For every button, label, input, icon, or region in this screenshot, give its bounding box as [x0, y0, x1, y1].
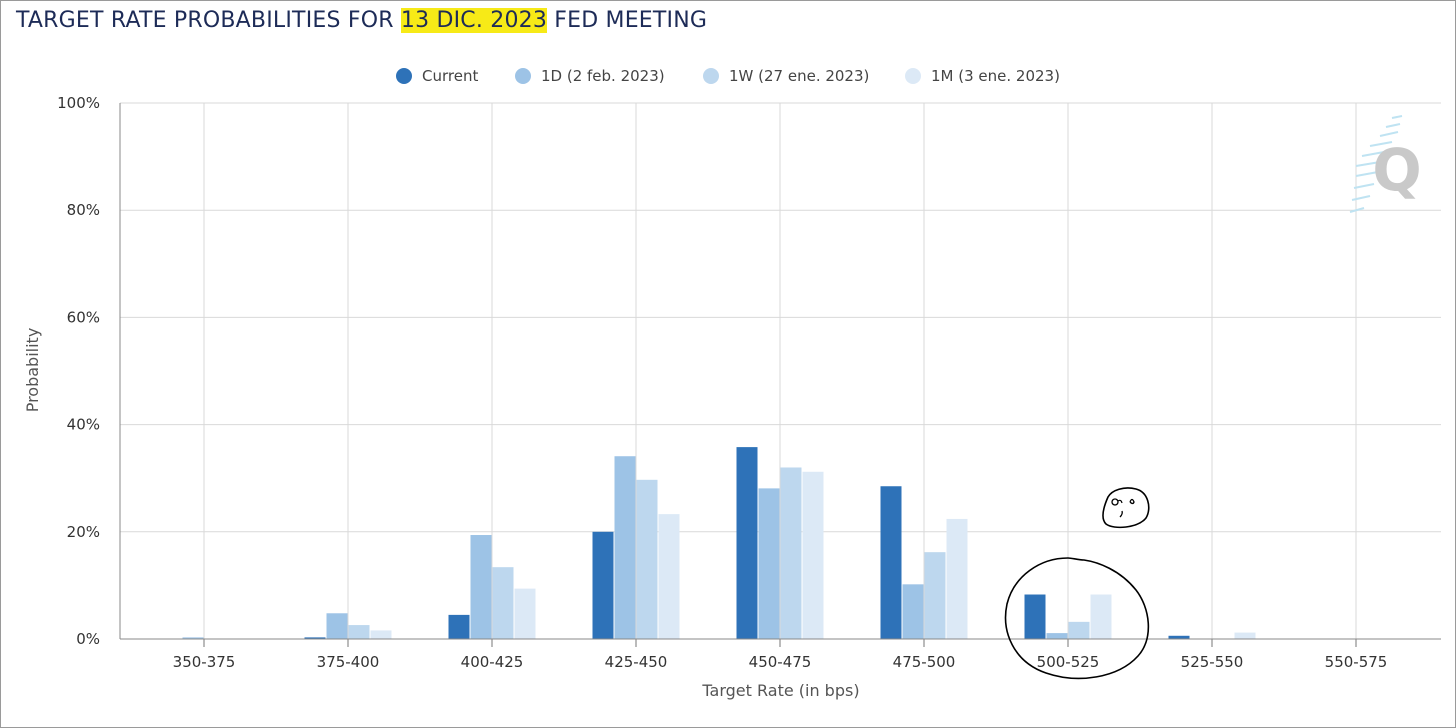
- bar-1m-400-425: [514, 588, 536, 639]
- legend-item-1d[interactable]: 1D (2 feb. 2023): [515, 64, 665, 88]
- bar-1w-475-500: [924, 552, 946, 639]
- legend-item-1m[interactable]: 1M (3 ene. 2023): [905, 64, 1060, 88]
- y-tick-label: 100%: [57, 94, 100, 112]
- legend-marker-icon: [905, 68, 921, 84]
- bar-current-425-450: [592, 531, 614, 639]
- bar-1d-425-450: [614, 456, 636, 639]
- x-axis-label: Target Rate (in bps): [701, 681, 859, 700]
- bar-1w-375-400: [348, 625, 370, 639]
- y-tick-label: 60%: [67, 308, 100, 326]
- y-tick-label: 20%: [67, 523, 100, 541]
- x-tick-label: 350-375: [173, 653, 236, 671]
- chart-title: TARGET RATE PROBABILITIES FOR 13 DIC. 20…: [16, 8, 707, 33]
- axes: 0% 20% 40% 60% 80% 100% 350-375 375-400 400-425 4…: [57, 94, 1441, 671]
- x-tick-label: 500-525: [1037, 653, 1100, 671]
- x-tick-label: 400-425: [461, 653, 524, 671]
- bar-series: [182, 447, 1256, 639]
- x-tick-label: 525-550: [1181, 653, 1244, 671]
- bar-1w-500-525: [1068, 621, 1090, 639]
- bar-current-475-500: [880, 486, 902, 639]
- bar-1w-450-475: [780, 467, 802, 639]
- bar-current-525-550: [1168, 635, 1190, 639]
- title-highlight: 13 DIC. 2023: [400, 8, 548, 33]
- bar-1m-475-500: [946, 518, 968, 639]
- bar-1d-400-425: [470, 535, 492, 639]
- bar-1d-375-400: [326, 613, 348, 639]
- legend-marker-icon: [703, 68, 719, 84]
- bar-1w-400-425: [492, 567, 514, 639]
- legend-item-1w[interactable]: 1W (27 ene. 2023): [703, 64, 869, 88]
- y-axis-label: Probability: [23, 328, 42, 413]
- legend-item-current[interactable]: Current: [396, 64, 478, 88]
- legend-marker-icon: [515, 68, 531, 84]
- bar-1m-425-450: [658, 514, 680, 639]
- legend-label: 1W (27 ene. 2023): [729, 67, 870, 85]
- bar-1m-525-550: [1234, 632, 1256, 639]
- watermark-letter: Q: [1372, 136, 1421, 204]
- hand-drawn-circle-icon: [1004, 557, 1150, 680]
- bar-1m-375-400: [370, 630, 392, 639]
- legend-marker-icon: [396, 68, 412, 84]
- x-tick-label: 425-450: [605, 653, 668, 671]
- bar-1d-350-375: [182, 637, 204, 639]
- x-tick-label: 375-400: [317, 653, 380, 671]
- x-tick-label: 450-475: [749, 653, 812, 671]
- quikstrike-logo-icon: Q: [1349, 115, 1422, 213]
- y-tick-label: 40%: [67, 416, 100, 434]
- bar-current-375-400: [304, 637, 326, 639]
- legend-label: Current: [422, 67, 479, 85]
- chart-legend: Current 1D (2 feb. 2023) 1W (27 ene. 202…: [0, 64, 1456, 88]
- x-tick-label: 475-500: [893, 653, 956, 671]
- bar-current-500-525: [1024, 594, 1046, 639]
- title-prefix: TARGET RATE PROBABILITIES FOR: [16, 8, 401, 33]
- face-doodle-icon: [1102, 487, 1150, 529]
- bar-current-450-475: [736, 447, 758, 639]
- bar-1d-500-525: [1046, 633, 1068, 639]
- bar-1w-425-450: [636, 479, 658, 639]
- y-tick-label: 0%: [76, 630, 100, 648]
- bar-1m-450-475: [802, 471, 824, 639]
- bar-1d-475-500: [902, 584, 924, 639]
- bar-current-400-425: [448, 614, 470, 639]
- bar-1d-450-475: [758, 488, 780, 639]
- legend-label: 1M (3 ene. 2023): [931, 67, 1060, 85]
- title-suffix: FED MEETING: [547, 8, 708, 33]
- y-tick-label: 80%: [67, 201, 100, 219]
- legend-label: 1D (2 feb. 2023): [541, 67, 665, 85]
- x-tick-label: 550-575: [1325, 653, 1388, 671]
- bar-1m-500-525: [1090, 594, 1112, 639]
